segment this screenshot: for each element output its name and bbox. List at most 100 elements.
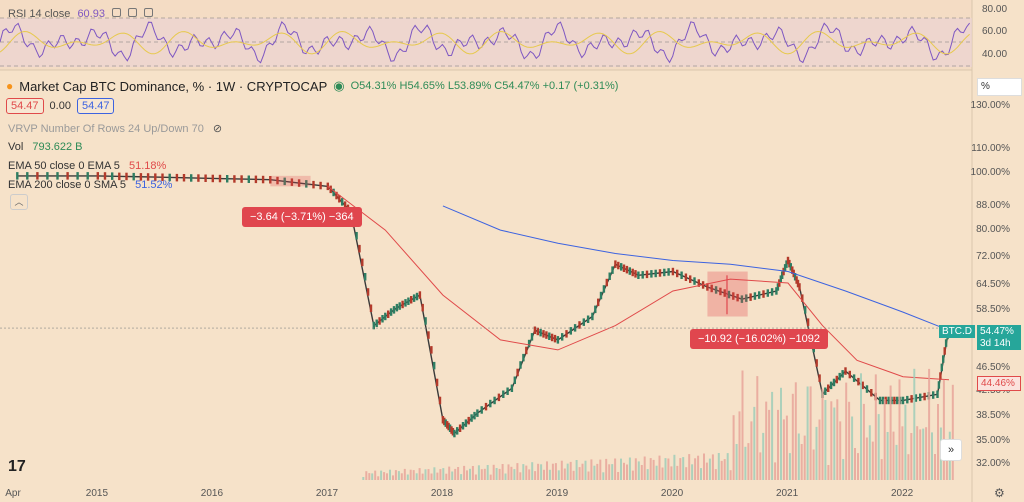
candle xyxy=(226,175,229,183)
eye-hidden-icon[interactable]: ⊘ xyxy=(212,123,223,135)
volume-bar xyxy=(634,458,637,480)
candle xyxy=(719,287,722,296)
scale-unit-box[interactable]: % xyxy=(977,78,1022,96)
volume-bar xyxy=(655,465,658,480)
ema50-indicator[interactable]: EMA 50 close 0 EMA 5 51.18% xyxy=(8,160,166,172)
candle xyxy=(430,346,433,354)
candle xyxy=(569,327,572,335)
candle xyxy=(906,395,909,404)
measure-callout-2[interactable]: −10.92 (−16.02%) −1092 xyxy=(690,329,829,349)
candle xyxy=(781,271,784,279)
candle xyxy=(450,426,453,434)
candle xyxy=(671,267,675,276)
candle xyxy=(415,292,419,301)
candle xyxy=(628,267,631,275)
y-tick-label: 35.00% xyxy=(976,434,1010,446)
rsi-signal-line xyxy=(0,30,970,55)
candle xyxy=(844,367,847,375)
volume-bar xyxy=(824,400,827,480)
vrvp-indicator[interactable]: VRVP Number Of Rows 24 Up/Down 70 ⊘ xyxy=(8,122,222,135)
volume-bar xyxy=(631,470,634,480)
candle xyxy=(591,312,594,321)
volume-bar xyxy=(540,464,543,480)
candle xyxy=(329,185,332,194)
volume-bar xyxy=(925,427,928,480)
volume-bar xyxy=(794,382,797,480)
candle xyxy=(375,319,378,327)
countdown-tag: 3d 14h xyxy=(977,337,1021,350)
candle xyxy=(319,181,322,190)
volume-bar xyxy=(759,452,762,480)
eye-icon[interactable] xyxy=(112,8,122,17)
ema200-indicator[interactable]: EMA 200 close 0 SMA 5 51.52% xyxy=(8,179,172,191)
volume-bar xyxy=(928,368,931,480)
candle xyxy=(369,304,373,312)
candle xyxy=(412,294,416,302)
candle xyxy=(96,172,99,180)
measure-callout-1[interactable]: −3.64 (−3.71%) −364 xyxy=(242,207,362,227)
volume-bar xyxy=(546,461,548,480)
rsi-legend[interactable]: RSI 14 close 60.93 xyxy=(8,8,154,20)
ohlc-values: O54.31% H54.65% L53.89% C54.47% +0.17 (+… xyxy=(350,80,619,92)
y-tick-label: 130.00% xyxy=(970,100,1010,112)
volume-bar xyxy=(510,466,513,480)
sell-price-box[interactable]: 54.47 xyxy=(6,98,44,114)
y-tick-label: 110.00% xyxy=(971,143,1010,154)
candle xyxy=(778,279,781,287)
volume-bar xyxy=(608,464,611,480)
close-icon[interactable] xyxy=(144,8,154,17)
volume-bar xyxy=(860,373,862,480)
volume-bar xyxy=(886,432,889,480)
volume-bar xyxy=(821,388,824,480)
candle xyxy=(634,270,637,278)
candle xyxy=(36,172,39,180)
candle xyxy=(132,172,135,181)
candle xyxy=(786,256,790,265)
candle xyxy=(146,173,150,181)
candle xyxy=(631,268,634,277)
candle xyxy=(578,321,581,329)
settings-icon[interactable] xyxy=(128,8,138,17)
volume-bar xyxy=(771,391,774,480)
volume-bar xyxy=(374,470,377,480)
volume-bar xyxy=(652,459,655,480)
candle xyxy=(650,270,653,278)
candle xyxy=(914,394,918,402)
volume-bar xyxy=(560,460,563,480)
volume-bar xyxy=(694,458,697,480)
candle xyxy=(586,315,590,323)
settings-gear-icon[interactable]: ⚙ xyxy=(994,486,1005,500)
candle xyxy=(556,336,560,344)
chart-title[interactable]: Market Cap BTC Dominance, % · 1W · CRYPT… xyxy=(19,78,328,94)
volume-bar xyxy=(934,454,936,480)
scroll-to-latest-button[interactable]: » xyxy=(940,439,962,461)
candle xyxy=(602,285,606,293)
volume-bar xyxy=(848,401,851,480)
buy-price-box[interactable]: 54.47 xyxy=(76,98,115,114)
volume-bar xyxy=(951,384,954,480)
candle xyxy=(782,267,785,276)
volume-bar xyxy=(380,470,383,480)
volume-bar xyxy=(765,401,768,480)
candle xyxy=(26,172,29,180)
tradingview-logo-icon[interactable]: 17 xyxy=(8,458,26,475)
volume-bar xyxy=(649,458,652,480)
volume-bar xyxy=(717,453,720,480)
candle xyxy=(788,259,791,268)
volume-bar xyxy=(907,454,910,480)
candle xyxy=(939,372,942,380)
candle xyxy=(937,381,941,389)
y-tick-label: 38.50% xyxy=(976,410,1010,422)
volume-bar xyxy=(673,454,676,480)
volume-bar xyxy=(945,444,948,480)
volume-bar xyxy=(572,470,575,480)
volume-indicator[interactable]: Vol 793.622 B xyxy=(8,141,83,153)
volume-bar xyxy=(617,472,620,480)
candle xyxy=(910,395,913,403)
rsi-line xyxy=(0,21,970,64)
candle xyxy=(443,417,446,426)
candle xyxy=(341,198,344,206)
collapse-chevron-icon[interactable]: ︿ xyxy=(10,194,28,210)
volume-bar xyxy=(406,474,409,480)
